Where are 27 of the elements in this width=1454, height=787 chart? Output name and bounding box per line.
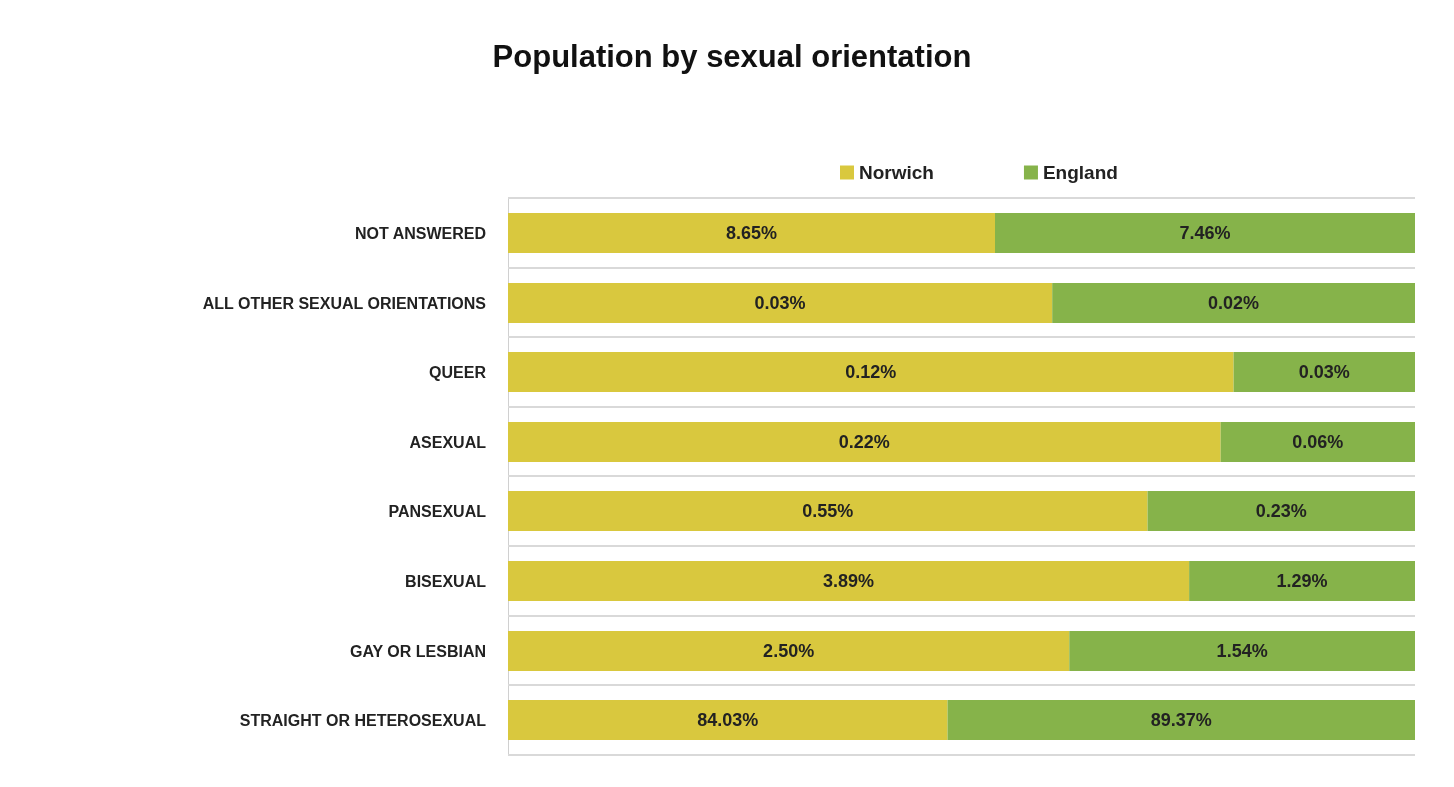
data-label: 1.29% xyxy=(1276,571,1328,591)
y-tick-label: QUEER xyxy=(429,363,487,381)
y-tick-label: STRAIGHT OR HETEROSEXUAL xyxy=(239,711,487,729)
data-label: 0.03% xyxy=(754,292,806,313)
y-tick-label: GAY OR LESBIAN xyxy=(349,642,486,660)
y-tick-label: ALL OTHER SEXUAL ORIENTATIONS xyxy=(202,294,487,312)
legend-label: Norwich xyxy=(859,162,934,183)
data-label: 0.06% xyxy=(1292,431,1344,452)
chart-title: Population by sexual orientation xyxy=(492,39,972,74)
data-label: 89.37% xyxy=(1150,710,1212,731)
data-label: 0.55% xyxy=(802,501,854,522)
data-label: 0.02% xyxy=(1208,292,1260,313)
data-label: 8.65% xyxy=(725,223,778,243)
data-label: 84.03% xyxy=(697,710,759,731)
data-label: 0.23% xyxy=(1255,501,1307,522)
y-tick-label: NOT ANSWERED xyxy=(355,224,486,242)
legend-label: England xyxy=(1042,162,1118,183)
y-tick-label: ASEXUAL xyxy=(409,433,487,451)
y-tick-label: PANSEXUAL xyxy=(388,502,487,520)
data-label: 1.54% xyxy=(1216,640,1268,661)
data-label: 0.22% xyxy=(838,431,890,452)
y-tick-label: BISEXUAL xyxy=(405,572,487,590)
data-label: 0.12% xyxy=(845,362,897,383)
data-label: 0.03% xyxy=(1298,362,1350,383)
data-label: 3.89% xyxy=(823,571,875,591)
data-label: 2.50% xyxy=(763,640,815,661)
data-label: 7.46% xyxy=(1179,223,1231,243)
